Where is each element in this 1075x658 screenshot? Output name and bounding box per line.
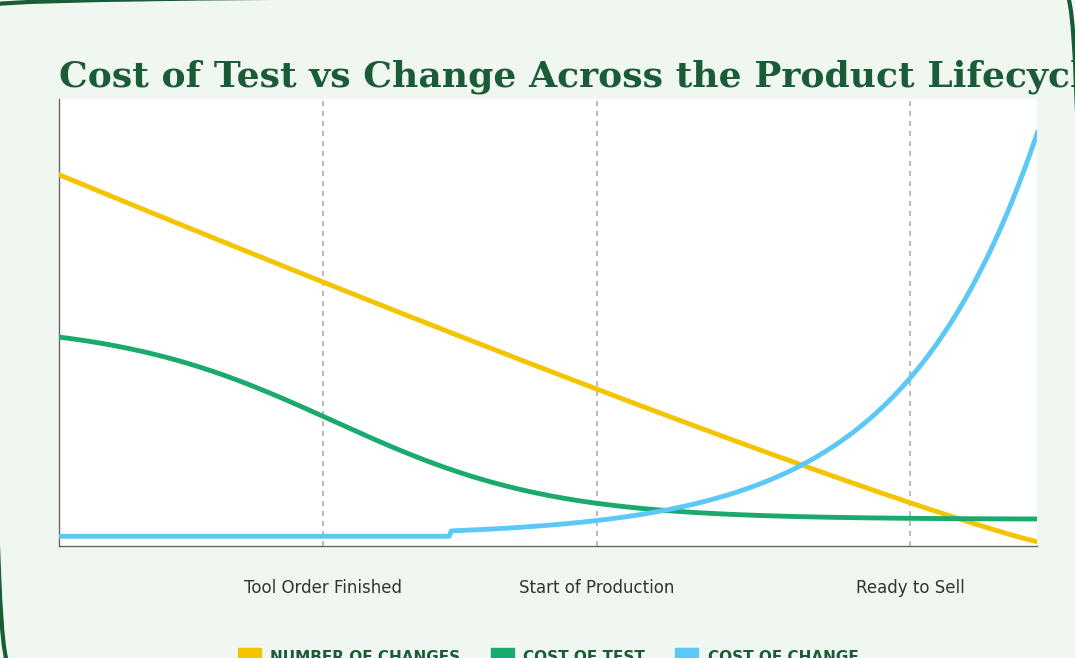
Text: Tool Order Finished: Tool Order Finished: [244, 579, 402, 597]
Text: Start of Production: Start of Production: [519, 579, 675, 597]
Text: Cost of Test vs Change Across the Product Lifecycle: Cost of Test vs Change Across the Produc…: [59, 59, 1075, 93]
Legend: NUMBER OF CHANGES, COST OF TEST, COST OF CHANGE: NUMBER OF CHANGES, COST OF TEST, COST OF…: [232, 642, 864, 658]
Text: Ready to Sell: Ready to Sell: [856, 579, 964, 597]
